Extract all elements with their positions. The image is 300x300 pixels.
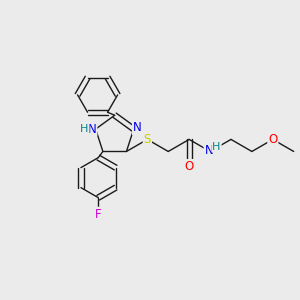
Text: N: N xyxy=(133,122,142,134)
Text: F: F xyxy=(95,208,102,220)
Text: H: H xyxy=(212,142,221,152)
Text: N: N xyxy=(205,144,213,157)
Text: H: H xyxy=(80,124,88,134)
Text: S: S xyxy=(144,133,151,146)
Text: N: N xyxy=(88,123,97,136)
Text: O: O xyxy=(184,160,194,173)
Text: O: O xyxy=(268,133,278,146)
